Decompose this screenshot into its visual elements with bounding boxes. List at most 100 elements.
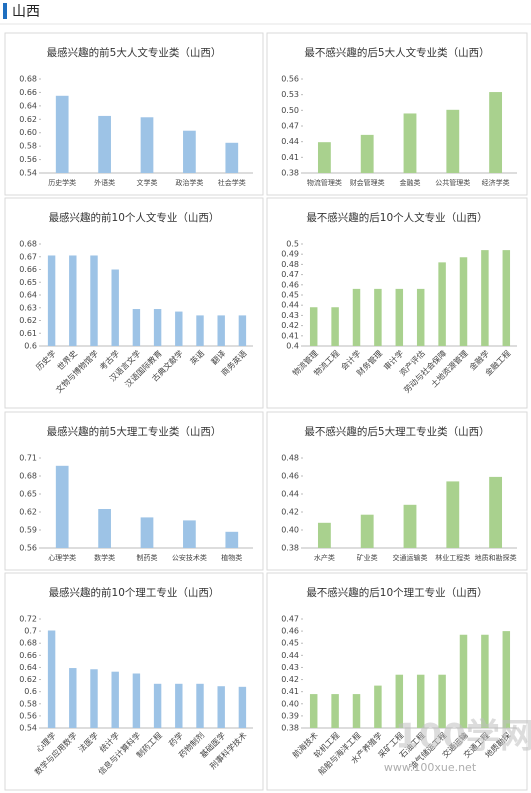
panels: 最感兴趣的前5大人文专业类（山西） 0.54 0.56 0.58 0.60 0.62 0.6…	[4, 32, 528, 791]
y-tick-label: 0.46	[281, 280, 299, 289]
bar	[309, 694, 318, 728]
chart-title: 最感兴趣的前10个人文专业（山西）	[49, 211, 220, 224]
bar	[317, 522, 331, 548]
y-tick-label: 0.56	[19, 711, 37, 720]
y-tick-label: 0.65	[19, 490, 37, 499]
bar	[446, 481, 460, 548]
bar	[331, 694, 339, 728]
chart-title: 最不感兴趣的后10个理工专业（山西）	[306, 586, 487, 599]
y-tick-label: 0.43	[281, 311, 299, 320]
bar	[374, 288, 382, 346]
bar	[69, 255, 77, 346]
y-tick-label: 0.38	[281, 544, 299, 553]
watermark-url: www.100xue.net	[384, 761, 477, 774]
bar	[140, 117, 154, 173]
x-tick-label: 外语类	[94, 178, 115, 187]
y-tick-label: 0.46	[281, 627, 299, 636]
y-tick-label: 0.4	[286, 342, 299, 351]
bar	[90, 669, 98, 728]
y-tick-label: 0.68	[19, 639, 37, 648]
panel	[4, 32, 264, 196]
bar	[196, 315, 204, 346]
bar	[438, 262, 446, 346]
y-tick-label: 0.56	[19, 544, 37, 553]
panel	[4, 411, 264, 571]
chart-title: 最感兴趣的前5大人文专业类（山西）	[47, 46, 222, 59]
bar	[175, 311, 183, 346]
bar	[69, 668, 77, 728]
bar	[416, 288, 425, 346]
x-tick-label: 公安技术类	[172, 553, 207, 562]
bar	[238, 315, 247, 346]
x-tick-label: 水产类	[314, 553, 335, 562]
y-tick-label: 0.45	[281, 639, 299, 648]
bar	[489, 476, 503, 548]
x-tick-label: 社会学类	[218, 178, 246, 187]
x-tick-label: 文学类	[137, 178, 158, 187]
y-tick-label: 0.41	[281, 687, 299, 696]
bar	[225, 142, 239, 173]
y-tick-label: 0.65	[19, 278, 37, 287]
chart-title: 最感兴趣的前5大理工专业类（山西）	[47, 425, 222, 438]
bar	[225, 531, 239, 548]
bar	[183, 520, 196, 548]
y-tick-label: 0.56	[281, 75, 299, 84]
bar	[98, 115, 111, 173]
y-tick-label: 0.56	[19, 155, 37, 164]
y-tick-label: 0.58	[19, 142, 37, 151]
bar	[55, 95, 69, 173]
x-tick-label: 财会管理类	[350, 178, 385, 187]
y-tick-label: 0.67	[19, 252, 37, 261]
y-tick-label: 0.68	[19, 240, 37, 249]
bar	[317, 142, 331, 173]
chart-title: 最不感兴趣的后5大理工专业类（山西）	[304, 425, 489, 438]
bar	[446, 109, 460, 173]
bar	[132, 309, 141, 346]
watermark-logo: 100学网	[395, 717, 531, 757]
y-tick-label: 0.44	[281, 137, 299, 146]
bar	[489, 92, 503, 173]
y-tick-label: 0.50	[281, 106, 299, 115]
y-tick-label: 0.47	[281, 122, 299, 131]
y-tick-label: 0.5	[286, 240, 299, 249]
x-tick-label: 公共管理类	[435, 178, 470, 187]
x-tick-label: 心理学类	[48, 553, 76, 562]
y-tick-label: 0.60	[19, 128, 37, 137]
bar	[395, 288, 404, 346]
bar	[90, 255, 98, 346]
y-tick-label: 0.53	[281, 90, 299, 99]
bar	[403, 504, 417, 548]
y-tick-label: 0.7	[24, 627, 37, 636]
y-tick-label: 0.66	[19, 88, 37, 97]
bar	[153, 309, 162, 346]
y-tick-label: 0.47	[281, 270, 299, 279]
header-marker	[3, 3, 7, 19]
y-tick-label: 0.62	[19, 508, 37, 517]
x-tick-label: 数学类	[94, 553, 115, 562]
bar	[352, 694, 361, 728]
bar	[238, 686, 247, 728]
chart-title: 最不感兴趣的后10个人文专业（山西）	[306, 211, 487, 224]
y-tick-label: 0.66	[19, 651, 37, 660]
bar	[47, 630, 56, 728]
bar	[217, 686, 225, 728]
bar	[360, 514, 374, 548]
y-tick-label: 0.48	[281, 260, 299, 269]
x-tick-label: 矿业类	[357, 553, 378, 562]
y-tick-label: 0.38	[281, 724, 299, 733]
y-tick-label: 0.44	[281, 301, 299, 310]
y-tick-label: 0.61	[19, 329, 37, 338]
x-tick-label: 地质和勘探类	[475, 553, 517, 562]
bar	[481, 634, 489, 728]
bar	[352, 288, 361, 346]
y-tick-label: 0.44	[281, 490, 299, 499]
x-tick-label: 交通运输类	[393, 553, 428, 562]
y-tick-label: 0.64	[19, 101, 37, 110]
chart-title: 最不感兴趣的后5大人文专业类（山西）	[304, 46, 489, 59]
bar	[438, 674, 446, 728]
bar	[111, 671, 119, 728]
x-tick-label: 植物类	[221, 553, 242, 562]
y-tick-label: 0.63	[19, 303, 37, 312]
y-tick-label: 0.71	[19, 454, 37, 463]
bar	[132, 673, 141, 728]
